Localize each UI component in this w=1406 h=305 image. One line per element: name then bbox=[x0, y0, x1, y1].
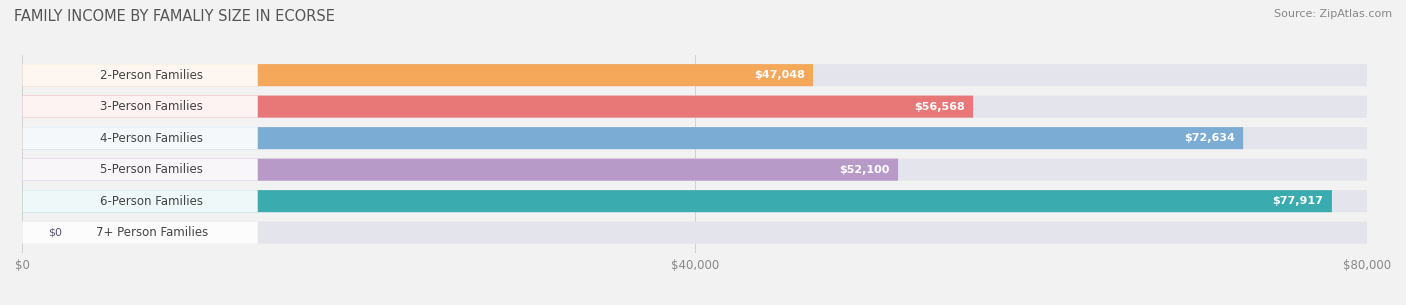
FancyBboxPatch shape bbox=[22, 159, 1367, 181]
FancyBboxPatch shape bbox=[22, 222, 257, 244]
FancyBboxPatch shape bbox=[22, 159, 257, 181]
Text: $56,568: $56,568 bbox=[914, 102, 965, 112]
Text: 7+ Person Families: 7+ Person Families bbox=[96, 226, 208, 239]
Text: 2-Person Families: 2-Person Families bbox=[100, 69, 204, 82]
Text: $77,917: $77,917 bbox=[1272, 196, 1323, 206]
FancyBboxPatch shape bbox=[22, 190, 1367, 212]
FancyBboxPatch shape bbox=[22, 64, 813, 86]
FancyBboxPatch shape bbox=[22, 127, 1367, 149]
Text: 4-Person Families: 4-Person Families bbox=[100, 132, 204, 145]
Text: Source: ZipAtlas.com: Source: ZipAtlas.com bbox=[1274, 9, 1392, 19]
Text: 5-Person Families: 5-Person Families bbox=[100, 163, 204, 176]
FancyBboxPatch shape bbox=[22, 190, 1331, 212]
Text: $72,634: $72,634 bbox=[1184, 133, 1234, 143]
FancyBboxPatch shape bbox=[22, 159, 898, 181]
Text: 3-Person Families: 3-Person Families bbox=[100, 100, 204, 113]
Text: $0: $0 bbox=[48, 228, 62, 238]
Text: $47,048: $47,048 bbox=[754, 70, 804, 80]
Text: $52,100: $52,100 bbox=[839, 165, 890, 175]
FancyBboxPatch shape bbox=[22, 64, 257, 86]
FancyBboxPatch shape bbox=[22, 95, 1367, 118]
FancyBboxPatch shape bbox=[22, 127, 1243, 149]
FancyBboxPatch shape bbox=[22, 127, 257, 149]
FancyBboxPatch shape bbox=[22, 95, 973, 118]
Text: FAMILY INCOME BY FAMALIY SIZE IN ECORSE: FAMILY INCOME BY FAMALIY SIZE IN ECORSE bbox=[14, 9, 335, 24]
FancyBboxPatch shape bbox=[22, 222, 1367, 244]
Text: 6-Person Families: 6-Person Families bbox=[100, 195, 204, 208]
FancyBboxPatch shape bbox=[22, 95, 257, 118]
FancyBboxPatch shape bbox=[22, 190, 257, 212]
FancyBboxPatch shape bbox=[22, 64, 1367, 86]
